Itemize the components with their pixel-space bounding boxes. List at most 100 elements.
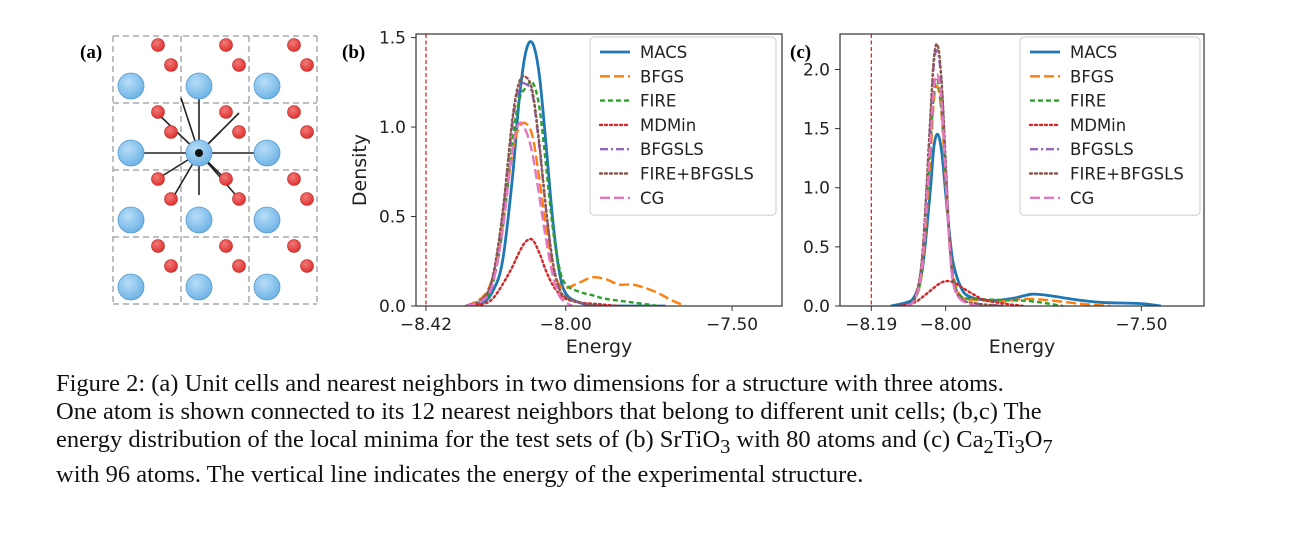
small-atom — [300, 58, 314, 72]
y-tick-label: 1.5 — [379, 29, 406, 49]
lattice-atoms — [117, 38, 314, 301]
caption-line-3-text: O — [1024, 426, 1043, 453]
x-tick-label: −8.42 — [400, 315, 452, 335]
small-atom — [219, 105, 233, 119]
small-atom — [219, 172, 233, 186]
series-line-fire-bfgsls — [464, 74, 601, 306]
large-atom — [253, 139, 281, 167]
small-atom — [151, 38, 165, 52]
legend-label: BFGSLS — [640, 140, 704, 159]
x-tick-label: −8.19 — [845, 315, 897, 335]
legend-label: BFGS — [1070, 67, 1114, 86]
large-atom — [253, 206, 281, 234]
small-atom — [151, 239, 165, 253]
y-tick-label: 1.0 — [379, 118, 406, 138]
panel-c-chart: (c) −8.19 −8.00 −7.50 0.0 0.5 1.0 1.5 2.0 Energy… — [790, 33, 1205, 358]
y-tick-label: 0.5 — [803, 238, 830, 258]
y-tick-label: 0.0 — [379, 297, 406, 317]
x-tick-label: −7.50 — [706, 315, 758, 335]
small-atom — [300, 192, 314, 206]
caption-line-3-text: with 80 atoms and (c) Ca — [730, 426, 984, 453]
legend: MACS BFGS FIRE MDMin BFGSLS FIRE+BFGSLS CG — [589, 36, 777, 216]
small-atom — [151, 172, 165, 186]
lattice-grid — [112, 35, 318, 305]
small-atom — [287, 172, 301, 186]
legend-label: BFGS — [640, 67, 684, 86]
legend-label: MACS — [640, 43, 687, 62]
small-atom — [232, 125, 246, 139]
series-line-bfgsls — [465, 81, 600, 306]
plot-frame — [839, 33, 1205, 307]
small-atom — [164, 125, 178, 139]
panel-b-chart: (b) −8.42 −8.00 −7.50 0.0 0.5 1.0 1.5 Energy Den… — [342, 29, 783, 358]
x-tick-label: −8.00 — [920, 315, 972, 335]
y-tick-label: 1.0 — [803, 179, 830, 199]
caption-subscript: 7 — [1042, 435, 1053, 458]
small-atom — [287, 105, 301, 119]
panel-a-lattice: (a) — [80, 35, 318, 305]
caption-subscript: 3 — [720, 435, 731, 458]
y-tick-label: 0.0 — [803, 297, 830, 317]
small-atom — [300, 125, 314, 139]
caption-subscript: 2 — [983, 435, 994, 458]
series-group — [890, 42, 1162, 306]
legend-label: MDMin — [1070, 116, 1126, 135]
legend-label: MACS — [1070, 43, 1117, 62]
y-axis-label: Density — [349, 134, 371, 206]
series-line-cg — [905, 73, 978, 306]
large-atom — [117, 72, 145, 100]
legend-label: CG — [640, 189, 664, 208]
legend-box — [1019, 36, 1201, 216]
y-tick-label: 2.0 — [803, 60, 830, 80]
legend-label: BFGSLS — [1070, 140, 1134, 159]
small-atom — [232, 58, 246, 72]
small-atom — [287, 239, 301, 253]
legend-label: FIRE — [640, 92, 676, 111]
y-tick-label: 0.5 — [379, 208, 406, 228]
legend-label: MDMin — [640, 116, 696, 135]
figure-canvas: (a) (b) −8.42 −8.00 −7.50 0.0 0.5 1.0 1.5 Energ… — [80, 29, 1205, 358]
legend-label: FIRE+BFGSLS — [640, 165, 754, 184]
legend-label: FIRE+BFGSLS — [1070, 165, 1184, 184]
caption-line-1: Figure 2: (a) Unit cells and nearest nei… — [56, 370, 1004, 397]
small-atom — [300, 259, 314, 273]
large-atom — [117, 206, 145, 234]
small-atom — [164, 58, 178, 72]
large-atom — [117, 273, 145, 301]
caption-line-3-text: Ti — [993, 426, 1015, 453]
x-tick-label: −8.00 — [540, 315, 592, 335]
small-atom — [164, 259, 178, 273]
x-axis-label: Energy — [989, 336, 1056, 358]
small-atom — [232, 259, 246, 273]
legend-label: CG — [1070, 189, 1094, 208]
caption-line-3: energy distribution of the local minima … — [56, 426, 1246, 461]
panel-a-label: (a) — [80, 42, 102, 63]
small-atom — [232, 192, 246, 206]
large-atom — [185, 273, 213, 301]
legend-box — [589, 36, 777, 216]
figure-caption: Figure 2: (a) Unit cells and nearest nei… — [56, 370, 1246, 489]
large-atom — [253, 273, 281, 301]
small-atom — [219, 38, 233, 52]
small-atom — [287, 38, 301, 52]
small-atom — [164, 192, 178, 206]
caption-line-3-text: energy distribution of the local minima … — [56, 426, 721, 453]
x-tick-label: −7.50 — [1115, 315, 1167, 335]
large-atom — [117, 139, 145, 167]
legend: MACS BFGS FIRE MDMin BFGSLS FIRE+BFGSLS CG — [1019, 36, 1201, 216]
series-line-cg — [465, 121, 573, 306]
panel-b-label: (b) — [342, 42, 365, 63]
y-tick-label: 1.5 — [803, 120, 830, 140]
x-axis-label: Energy — [566, 336, 633, 358]
plot-frame — [415, 33, 783, 307]
caption-subscript: 3 — [1014, 435, 1025, 458]
large-atom — [253, 72, 281, 100]
caption-line-2: One atom is shown connected to its 12 ne… — [56, 398, 1042, 425]
small-atom — [219, 239, 233, 253]
panel-c-label: (c) — [790, 42, 811, 63]
small-atom — [151, 105, 165, 119]
caption-line-4: with 96 atoms. The vertical line indicat… — [56, 460, 864, 488]
large-atom — [185, 72, 213, 100]
large-atom — [185, 206, 213, 234]
